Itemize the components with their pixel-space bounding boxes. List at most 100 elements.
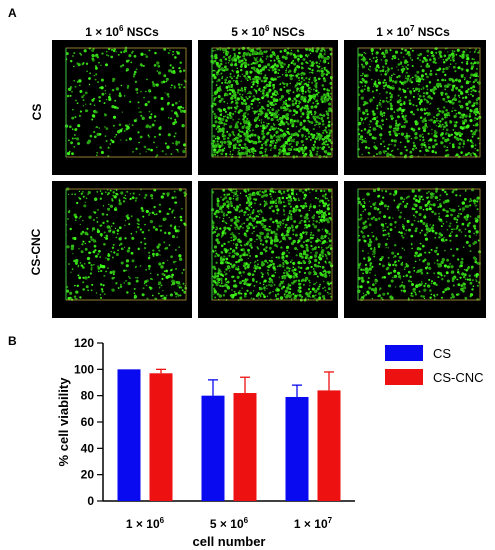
cell-dot	[167, 52, 170, 55]
cell-dot	[429, 88, 433, 92]
cell-dot	[318, 126, 321, 128]
cell-dot	[109, 227, 111, 229]
cell-dot	[423, 141, 426, 144]
cell-dot	[306, 115, 310, 120]
cell-dot	[161, 150, 164, 153]
cell-dot	[305, 292, 308, 295]
cell-dot	[271, 141, 274, 145]
cell-dot	[238, 216, 241, 219]
cell-dot	[216, 47, 220, 51]
cell-dot	[366, 116, 368, 119]
cell-dot	[174, 132, 177, 135]
cell-dot	[215, 252, 218, 255]
cell-dot	[407, 64, 409, 66]
cell-dot	[79, 90, 83, 93]
cell-dot	[238, 147, 240, 150]
cell-dot	[237, 133, 240, 136]
cell-dot	[96, 216, 98, 219]
cell-dot	[474, 49, 476, 51]
cell-dot	[382, 196, 385, 199]
cell-dot	[296, 65, 299, 68]
cell-dot	[151, 211, 155, 215]
cell-dot	[152, 225, 156, 229]
cell-dot	[178, 188, 183, 192]
cell-dot	[77, 124, 81, 128]
cell-dot	[113, 105, 117, 109]
cell-dot	[322, 280, 325, 283]
cell-dot	[279, 106, 284, 110]
cell-dot	[101, 52, 104, 55]
cell-dot	[420, 268, 423, 272]
cell-dot	[124, 219, 127, 222]
cell-dot	[88, 251, 91, 255]
cell-dot	[150, 194, 154, 198]
cell-dot	[325, 210, 327, 213]
cell-dot	[324, 129, 327, 132]
cell-dot	[404, 266, 407, 269]
cell-dot	[256, 47, 259, 51]
cell-dot	[453, 109, 456, 111]
cell-dot	[282, 106, 286, 110]
cell-dot	[405, 148, 408, 152]
cell-dot	[468, 278, 472, 281]
cell-dot	[248, 222, 252, 226]
cell-dot	[381, 223, 385, 227]
cell-dot	[269, 106, 272, 109]
cell-dot	[179, 61, 182, 64]
cell-dot	[423, 297, 426, 300]
cell-dot	[458, 142, 462, 146]
cell-dot	[314, 106, 316, 108]
cell-dot	[104, 90, 106, 92]
cell-dot	[363, 200, 365, 203]
cell-dot	[373, 247, 376, 249]
cell-dot	[433, 92, 436, 95]
cell-dot	[279, 123, 283, 126]
cell-dot	[213, 230, 216, 234]
cell-dot	[91, 98, 95, 102]
cell-dot	[295, 275, 298, 278]
cell-dot	[283, 234, 286, 237]
cell-dot	[390, 67, 393, 70]
cell-dot	[96, 132, 100, 137]
cell-dot	[419, 102, 422, 106]
cell-dot	[360, 203, 363, 206]
cell-dot	[112, 230, 116, 234]
cell-dot	[171, 281, 176, 286]
cell-dot	[237, 151, 240, 153]
cell-dot	[126, 215, 129, 218]
cell-dot	[367, 259, 370, 262]
cell-dot	[294, 225, 298, 229]
cell-dot	[212, 224, 215, 227]
cell-dot	[327, 252, 331, 256]
cell-dot	[312, 133, 316, 137]
cell-dot	[445, 128, 449, 132]
cell-dot	[311, 135, 315, 140]
cell-dot	[285, 113, 290, 117]
cell-dot	[417, 93, 420, 95]
cell-dot	[359, 135, 364, 139]
cell-dot	[148, 49, 151, 52]
cell-dot	[398, 203, 401, 206]
cell-dot	[108, 93, 111, 96]
cell-dot	[313, 62, 316, 65]
cell-dot	[100, 78, 104, 82]
cell-dot	[250, 297, 253, 299]
cell-dot	[471, 135, 474, 138]
cell-dot	[299, 220, 301, 223]
cell-dot	[402, 70, 404, 73]
cell-dot	[387, 247, 389, 249]
cell-dot	[428, 205, 430, 207]
cell-dot	[475, 107, 479, 111]
cell-dot	[222, 214, 226, 217]
cell-dot	[317, 264, 320, 267]
cell-dot	[295, 254, 298, 257]
cell-dot	[282, 137, 285, 139]
cell-dot	[172, 142, 174, 144]
cell-dot	[301, 112, 305, 116]
cell-dot	[268, 128, 272, 132]
cell-dot	[89, 103, 92, 106]
cell-dot	[275, 290, 277, 292]
cell-dot	[147, 256, 151, 260]
cell-dot	[279, 296, 284, 300]
cell-dot	[282, 104, 284, 106]
